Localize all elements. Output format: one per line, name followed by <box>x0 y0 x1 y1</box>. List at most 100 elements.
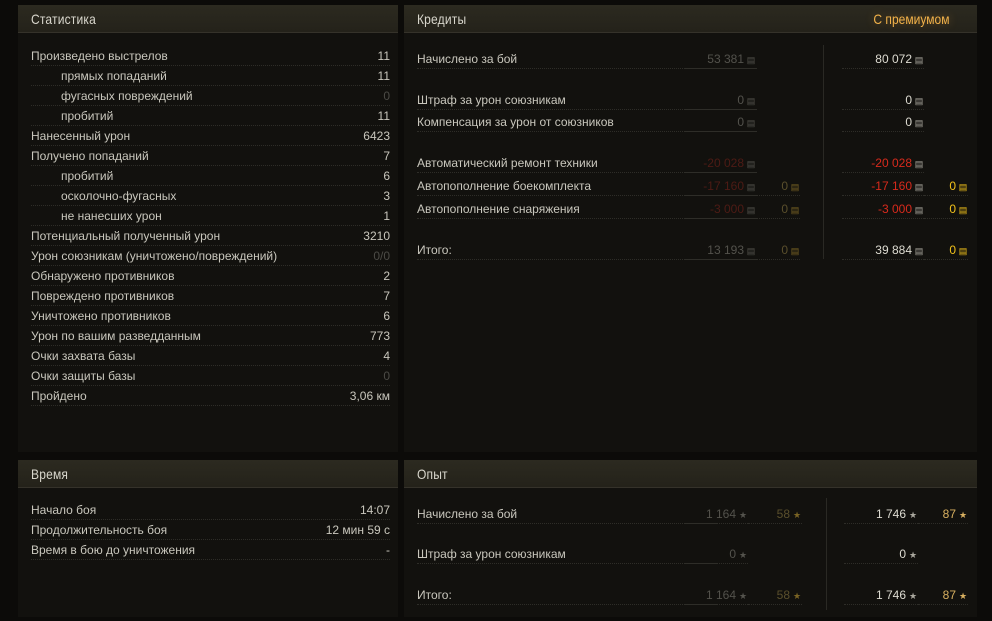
gold-coin-icon: ▤ <box>958 246 968 256</box>
value-cell: 13 193 ▤ <box>684 242 756 260</box>
stat-row: Повреждено противников 7 <box>31 288 390 306</box>
value-cell: 0 ▤ <box>924 242 968 260</box>
stat-value: 6423 <box>363 129 390 143</box>
stat-row: Очки защиты базы 0 <box>31 368 390 386</box>
credit-row-label: Автопополнение снаряжения <box>417 201 757 219</box>
stat-label: Продолжительность боя <box>31 523 168 537</box>
stat-row: Получено попаданий 7 <box>31 148 390 166</box>
credits-header: Кредиты С премиумом <box>404 5 977 33</box>
stat-label: прямых попаданий <box>61 69 167 83</box>
stat-label: Очки захвата базы <box>31 349 136 363</box>
value-cell: 0 ▤ <box>684 114 756 132</box>
stat-label: фугасных повреждений <box>61 89 193 103</box>
value-text: 0 <box>949 243 956 257</box>
stat-value: 0 <box>383 89 390 103</box>
stat-row: Урон по вашим разведданным 773 <box>31 328 390 346</box>
stat-value: 3210 <box>363 229 390 243</box>
star-icon: ★ <box>908 550 918 560</box>
stat-value: 6 <box>383 309 390 323</box>
experience-title: Опыт <box>417 466 448 482</box>
stat-label: пробитий <box>61 109 114 123</box>
value-cell: -17 160 ▤ <box>842 178 924 196</box>
stat-value: 11 <box>377 109 390 123</box>
value-text: 1 164 <box>705 507 736 521</box>
value-text: 13 193 <box>707 243 744 257</box>
column-divider <box>823 45 824 259</box>
value-text: 0 <box>949 179 956 193</box>
value-cell: 0 ▤ <box>756 242 800 260</box>
credits-coin-icon: ▤ <box>914 205 924 215</box>
stat-value: 12 мин 59 с <box>325 523 390 537</box>
stat-row: Продолжительность боя 12 мин 59 с <box>31 522 390 540</box>
value-cell: -3 000 ▤ <box>684 201 756 219</box>
credits-coin-icon: ▤ <box>746 182 756 192</box>
stat-row: пробитий 11 <box>31 108 390 126</box>
stat-label: осколочно-фугасных <box>61 189 177 203</box>
value-cell: 0 ▤ <box>842 92 924 110</box>
stat-value: 14:07 <box>359 503 390 517</box>
value-cell: -20 028 ▤ <box>842 155 924 173</box>
gold-coin-icon: ▤ <box>958 182 968 192</box>
stat-label: Нанесенный урон <box>31 129 131 143</box>
stat-row: Нанесенный урон 6423 <box>31 128 390 146</box>
stat-label: Урон по вашим разведданным <box>31 329 201 343</box>
experience-panel: Опыт Начислено за бой 1 164 ★ 58 ★ 1 746 ★ 87 ★ Ш… <box>404 460 977 617</box>
star-icon: ★ <box>738 510 748 520</box>
value-text: 1 746 <box>875 507 906 521</box>
stat-row: Произведено выстрелов 11 <box>31 48 390 66</box>
credits-title: Кредиты <box>417 11 467 27</box>
stat-label: Очки защиты базы <box>31 369 136 383</box>
stat-value: 773 <box>369 329 390 343</box>
value-cell: 0 ▤ <box>842 114 924 132</box>
credits-coin-icon: ▤ <box>746 118 756 128</box>
value-cell: 87 ★ <box>918 506 968 524</box>
value-text: 0 <box>781 243 788 257</box>
credits-coin-icon: ▤ <box>746 96 756 106</box>
credits-coin-icon: ▤ <box>914 182 924 192</box>
value-text: 0 <box>905 115 912 129</box>
stat-label: Уничтожено противников <box>31 309 171 323</box>
credits-coin-icon: ▤ <box>914 159 924 169</box>
star-icon: ★ <box>738 591 748 601</box>
stat-label: Потенциальный полученный урон <box>31 229 221 243</box>
value-text: 80 072 <box>875 52 912 66</box>
premium-label: С премиумом <box>872 11 949 27</box>
stat-value: 7 <box>383 149 390 163</box>
time-panel: Время Начало боя 14:07 Продолжительность б… <box>18 460 398 617</box>
exp-row-label: Начислено за бой <box>417 506 717 524</box>
free-xp-star-icon: ★ <box>792 591 802 601</box>
value-text: 0 <box>729 547 736 561</box>
value-cell: 0 ▤ <box>924 201 968 219</box>
experience-header: Опыт <box>404 460 977 488</box>
credits-coin-icon: ▤ <box>746 159 756 169</box>
stat-label: Пройдено <box>31 389 87 403</box>
stat-row: прямых попаданий 11 <box>31 68 390 86</box>
value-text: -3 000 <box>709 202 744 216</box>
gold-coin-icon: ▤ <box>958 205 968 215</box>
value-text: 87 <box>942 588 956 602</box>
value-cell: 39 884 ▤ <box>842 242 924 260</box>
stat-row: Начало боя 14:07 <box>31 502 390 520</box>
credit-row-label: Начислено за бой <box>417 51 757 69</box>
value-text: -17 160 <box>703 179 744 193</box>
credit-row-label: Компенсация за урон от союзников <box>417 114 757 132</box>
stat-label: Произведено выстрелов <box>31 49 168 63</box>
stat-value: 4 <box>383 349 390 363</box>
value-text: 0 <box>737 115 744 129</box>
credits-coin-icon: ▤ <box>746 246 756 256</box>
stat-value: 0/0 <box>373 249 390 263</box>
value-cell: 0 ★ <box>684 546 748 564</box>
time-header: Время <box>18 460 398 488</box>
value-cell: 1 164 ★ <box>684 506 748 524</box>
stat-row: Уничтожено противников 6 <box>31 308 390 326</box>
value-cell: 80 072 ▤ <box>842 51 924 69</box>
value-text: 0 <box>737 93 744 107</box>
value-cell: -20 028 ▤ <box>684 155 756 173</box>
star-icon: ★ <box>738 550 748 560</box>
value-cell: 1 746 ★ <box>844 506 918 524</box>
value-cell: 58 ★ <box>748 506 802 524</box>
value-text: 0 <box>899 547 906 561</box>
column-divider <box>826 498 827 610</box>
exp-row-label: Итого: <box>417 587 717 605</box>
credit-row-label: Штраф за урон союзникам <box>417 92 757 110</box>
